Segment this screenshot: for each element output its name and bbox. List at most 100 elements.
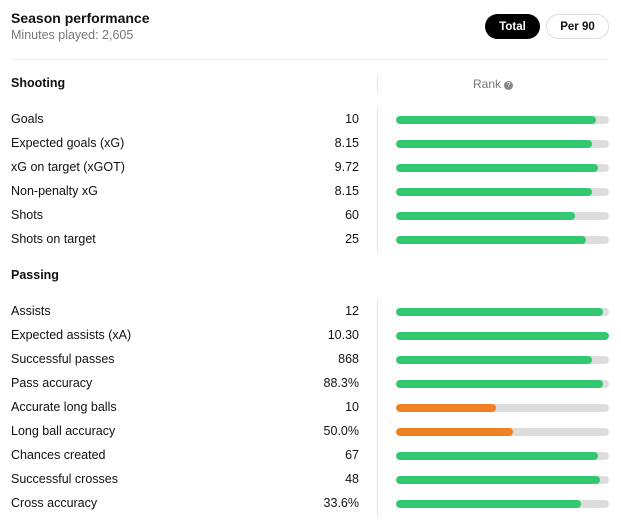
stat-label: Successful passes [11,352,115,366]
stat-row: Expected assists (xA) 10.30 [0,324,621,352]
rank-bar [396,188,609,196]
stat-row: xG on target (xGOT) 9.72 [0,156,621,184]
rank-bar-fill [396,380,603,388]
rank-bar [396,380,609,388]
card-title: Season performance [11,10,150,26]
column-divider [377,420,378,444]
rank-bar-fill [396,212,575,220]
column-divider [377,132,378,156]
stat-label: Accurate long balls [11,400,117,414]
stat-row: Non-penalty xG 8.15 [0,180,621,208]
rank-bar-fill [396,500,582,508]
stat-value: 33.6% [323,496,359,510]
stat-row: Successful passes 868 [0,348,621,376]
rank-bar [396,116,609,124]
rank-bar-fill [396,332,609,340]
rank-header: Rank? [473,77,514,91]
stat-value: 12 [345,304,359,318]
stat-row: Chances created 67 [0,444,621,472]
stat-value: 48 [345,472,359,486]
stat-value: 25 [345,232,359,246]
column-divider [377,396,378,420]
rank-bar [396,332,609,340]
per-90-toggle-button[interactable]: Per 90 [546,14,609,39]
divider [11,59,609,60]
rank-bar-fill [396,116,597,124]
help-icon[interactable]: ? [504,81,514,90]
stat-row: Cross accuracy 33.6% [0,492,621,520]
stat-row: Expected goals (xG) 8.15 [0,132,621,160]
total-toggle-button[interactable]: Total [485,14,540,39]
rank-bar [396,476,609,484]
stat-label: xG on target (xGOT) [11,160,125,174]
column-divider [377,372,378,396]
column-divider [377,204,378,228]
stat-value: 67 [345,448,359,462]
stat-value: 9.72 [334,160,359,174]
stat-row: Shots 60 [0,204,621,232]
stat-label: Expected goals (xG) [11,136,125,150]
rank-bar [396,212,609,220]
rank-bar [396,452,609,460]
section-title-shooting: Shooting [11,76,66,90]
stat-value: 88.3% [323,376,359,390]
rank-bar-fill [396,308,603,316]
stat-value: 50.0% [323,424,359,438]
rank-bar-fill [396,164,599,172]
stat-label: Shots [11,208,43,222]
rank-bar [396,356,609,364]
rank-bar-fill [396,428,514,436]
stat-row: Shots on target 25 [0,228,621,256]
column-divider [377,468,378,492]
stat-label: Goals [11,112,44,126]
column-divider [377,156,378,180]
stat-value: 10.30 [327,328,359,342]
rank-bar-fill [396,476,601,484]
stat-value: 8.15 [334,136,359,150]
stat-label: Cross accuracy [11,496,98,510]
stat-row: Assists 12 [0,300,621,328]
stat-row: Successful crosses 48 [0,468,621,496]
stat-value: 8.15 [334,184,359,198]
stat-label: Assists [11,304,51,318]
rank-bar [396,140,609,148]
rank-bar-fill [396,188,592,196]
rank-bar-fill [396,404,497,412]
stat-label: Chances created [11,448,106,462]
stat-value: 10 [345,400,359,414]
stat-label: Shots on target [11,232,96,246]
column-divider [377,300,378,324]
rank-bar [396,164,609,172]
stat-row: Pass accuracy 88.3% [0,372,621,400]
stat-row: Goals 10 [0,108,621,136]
section-title-passing: Passing [11,268,59,282]
column-divider [377,348,378,372]
rank-bar-fill [396,356,592,364]
rank-bar [396,404,609,412]
stat-label: Non-penalty xG [11,184,98,198]
stat-label: Expected assists (xA) [11,328,132,342]
column-divider [377,228,378,252]
rank-bar-fill [396,140,592,148]
stat-label: Long ball accuracy [11,424,116,438]
column-divider [377,108,378,132]
stat-value: 60 [345,208,359,222]
stat-label: Pass accuracy [11,376,93,390]
stat-row: Long ball accuracy 50.0% [0,420,621,448]
rank-bar [396,428,609,436]
rank-label: Rank [473,77,502,91]
stat-row: Accurate long balls 10 [0,396,621,424]
rank-bar [396,236,609,244]
rank-bar [396,500,609,508]
stat-label: Successful crosses [11,472,118,486]
rank-bar-fill [396,452,599,460]
column-divider [377,492,378,516]
minutes-played: Minutes played: 2,605 [11,28,134,42]
stat-value: 868 [338,352,359,366]
column-divider [377,444,378,468]
column-divider [377,76,378,92]
column-divider [377,180,378,204]
rank-bar [396,308,609,316]
column-divider [377,324,378,348]
